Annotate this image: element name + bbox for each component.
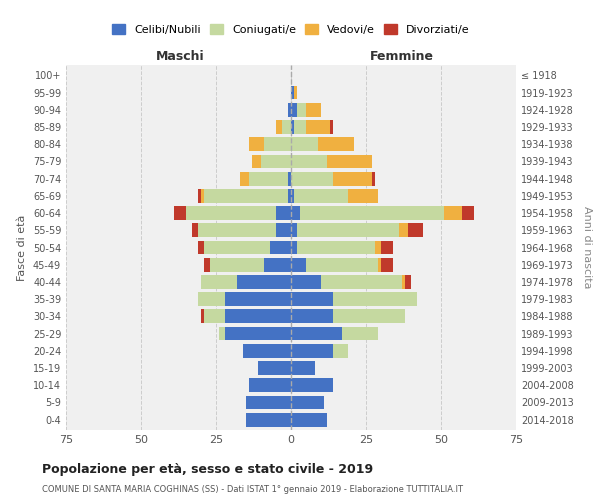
Bar xyxy=(240,172,249,185)
Bar xyxy=(333,172,372,185)
Bar xyxy=(291,258,306,272)
Bar xyxy=(186,206,276,220)
Bar xyxy=(297,224,399,237)
Bar xyxy=(237,275,291,289)
Bar xyxy=(291,413,327,426)
Bar xyxy=(276,120,282,134)
Text: Popolazione per età, sesso e stato civile - 2019: Popolazione per età, sesso e stato civil… xyxy=(42,462,373,475)
Bar xyxy=(288,103,291,117)
Bar xyxy=(252,154,261,168)
Bar xyxy=(291,206,300,220)
Bar xyxy=(291,120,294,134)
Bar xyxy=(291,275,321,289)
Bar xyxy=(243,344,291,358)
Text: Maschi: Maschi xyxy=(155,50,205,64)
Bar xyxy=(291,361,315,375)
Bar xyxy=(198,292,225,306)
Bar xyxy=(297,240,375,254)
Bar xyxy=(201,310,204,324)
Bar xyxy=(297,103,306,117)
Bar xyxy=(321,275,402,289)
Bar xyxy=(333,310,405,324)
Bar xyxy=(306,103,321,117)
Y-axis label: Fasce di età: Fasce di età xyxy=(17,214,27,280)
Bar xyxy=(306,258,378,272)
Bar xyxy=(294,86,297,100)
Text: Femmine: Femmine xyxy=(370,50,434,64)
Bar xyxy=(225,292,291,306)
Bar xyxy=(225,310,291,324)
Bar xyxy=(300,206,444,220)
Bar xyxy=(291,310,333,324)
Bar xyxy=(291,172,333,185)
Bar xyxy=(282,120,291,134)
Bar xyxy=(219,326,225,340)
Bar xyxy=(306,120,330,134)
Legend: Celibi/Nubili, Coniugati/e, Vedovi/e, Divorziati/e: Celibi/Nubili, Coniugati/e, Vedovi/e, Di… xyxy=(108,20,474,39)
Bar xyxy=(291,378,333,392)
Bar xyxy=(246,396,291,409)
Bar xyxy=(204,258,210,272)
Bar xyxy=(291,138,318,151)
Bar xyxy=(291,154,327,168)
Bar xyxy=(333,292,417,306)
Bar xyxy=(291,344,333,358)
Bar xyxy=(249,378,291,392)
Bar xyxy=(225,326,291,340)
Bar xyxy=(201,189,204,202)
Bar xyxy=(291,103,297,117)
Bar xyxy=(462,206,474,220)
Y-axis label: Anni di nascita: Anni di nascita xyxy=(582,206,592,289)
Bar xyxy=(291,224,297,237)
Bar xyxy=(201,275,237,289)
Bar xyxy=(210,258,264,272)
Bar xyxy=(291,240,297,254)
Bar xyxy=(174,206,186,220)
Bar xyxy=(318,138,354,151)
Bar xyxy=(399,224,408,237)
Bar xyxy=(294,120,306,134)
Bar xyxy=(198,189,201,202)
Bar xyxy=(333,344,348,358)
Bar xyxy=(204,189,288,202)
Bar xyxy=(276,224,291,237)
Bar xyxy=(249,138,264,151)
Bar xyxy=(204,310,225,324)
Bar xyxy=(270,240,291,254)
Bar xyxy=(375,240,381,254)
Bar xyxy=(246,413,291,426)
Bar xyxy=(291,86,294,100)
Bar xyxy=(444,206,462,220)
Bar xyxy=(288,172,291,185)
Bar xyxy=(261,154,291,168)
Bar xyxy=(402,275,405,289)
Bar xyxy=(381,240,393,254)
Bar xyxy=(192,224,198,237)
Text: COMUNE DI SANTA MARIA COGHINAS (SS) - Dati ISTAT 1° gennaio 2019 - Elaborazione : COMUNE DI SANTA MARIA COGHINAS (SS) - Da… xyxy=(42,485,463,494)
Bar xyxy=(258,361,291,375)
Bar xyxy=(291,189,294,202)
Bar xyxy=(249,172,288,185)
Bar xyxy=(405,275,411,289)
Bar xyxy=(288,189,291,202)
Bar xyxy=(381,258,393,272)
Bar xyxy=(372,172,375,185)
Bar xyxy=(204,240,270,254)
Bar xyxy=(198,240,204,254)
Bar xyxy=(198,224,276,237)
Bar xyxy=(291,292,333,306)
Bar xyxy=(342,326,378,340)
Bar xyxy=(348,189,378,202)
Bar xyxy=(378,258,381,272)
Bar xyxy=(276,206,291,220)
Bar xyxy=(408,224,423,237)
Bar xyxy=(330,120,333,134)
Bar xyxy=(294,189,348,202)
Bar xyxy=(264,138,291,151)
Bar xyxy=(291,326,342,340)
Bar xyxy=(264,258,291,272)
Bar xyxy=(291,396,324,409)
Bar xyxy=(327,154,372,168)
